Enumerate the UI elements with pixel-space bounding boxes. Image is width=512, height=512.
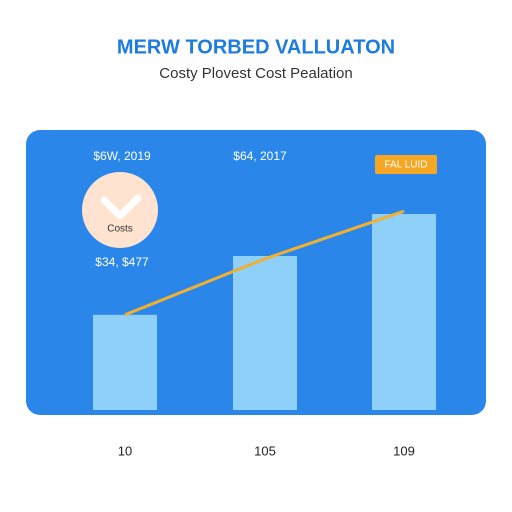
badge-circle	[82, 172, 158, 248]
bar	[233, 256, 297, 410]
annotation: $34, $477	[95, 255, 149, 269]
x-tick-label: 10	[118, 443, 132, 458]
line	[124, 209, 405, 317]
x-tick-label: 105	[254, 443, 276, 458]
annotation: $64, 2017	[233, 149, 287, 163]
plot	[93, 209, 436, 410]
annotation: FAL LUID	[385, 160, 428, 171]
chart-title: MERW TORBED VALLUATON	[117, 36, 395, 58]
bar	[372, 214, 436, 410]
tag	[375, 155, 437, 174]
annotation: Costs	[107, 224, 133, 235]
chart-subtitle: Costy Plovest Cost Pealation	[159, 65, 352, 82]
x-tick-label: 109	[393, 443, 415, 458]
check-icon	[100, 194, 142, 220]
annotation: $6W, 2019	[93, 149, 151, 163]
bar	[93, 314, 157, 410]
